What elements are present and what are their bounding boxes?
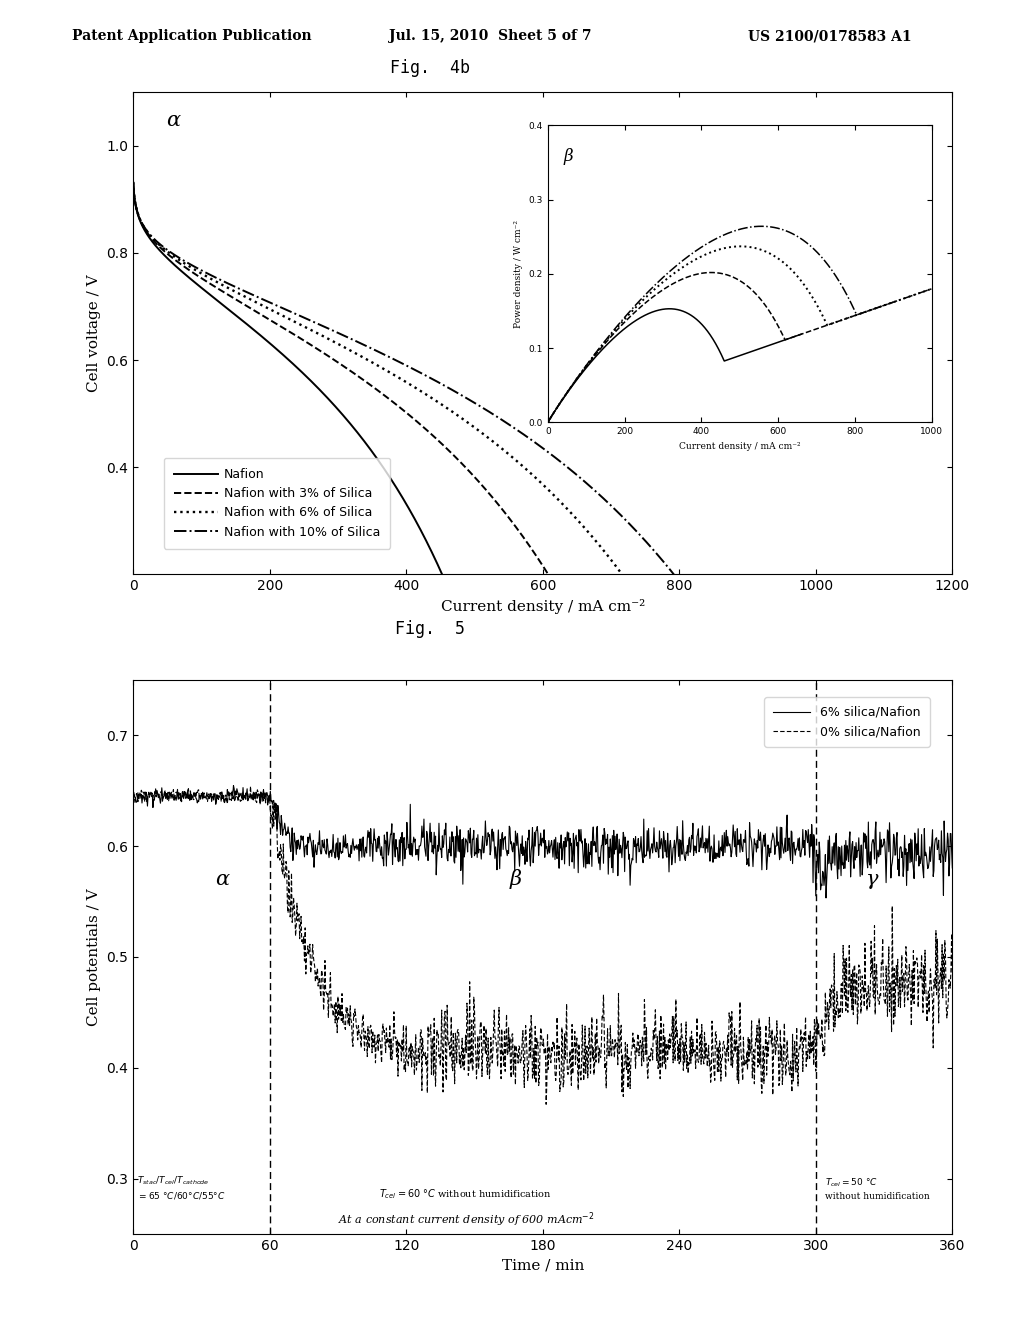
0% silica/Nafion bbox=[314, 989, 327, 1005]
6% silica/Nafion bbox=[127, 788, 139, 804]
6% silica/Nafion bbox=[946, 861, 958, 876]
Line: 0% silica/Nafion: 0% silica/Nafion bbox=[133, 787, 952, 1105]
0% silica/Nafion bbox=[540, 1097, 552, 1113]
Line: Nafion with 6% of Silica: Nafion with 6% of Silica bbox=[133, 182, 857, 585]
Nafion bbox=[568, 577, 581, 593]
Line: 6% silica/Nafion: 6% silica/Nafion bbox=[133, 785, 952, 898]
Text: $T_{cel}= 50\ °C$
without humidification: $T_{cel}= 50\ °C$ without humidification bbox=[825, 1176, 930, 1201]
0% silica/Nafion bbox=[398, 1056, 411, 1072]
X-axis label: Time / min: Time / min bbox=[502, 1258, 584, 1272]
Text: β: β bbox=[510, 869, 522, 888]
Text: γ: γ bbox=[866, 870, 879, 888]
Nafion with 6% of Silica bbox=[253, 296, 265, 312]
Text: α: α bbox=[215, 870, 229, 888]
Nafion with 3% of Silica bbox=[664, 577, 676, 593]
Nafion with 3% of Silica bbox=[197, 272, 209, 288]
Y-axis label: Cell potentials / V: Cell potentials / V bbox=[87, 888, 100, 1026]
0% silica/Nafion bbox=[672, 1052, 684, 1068]
Nafion with 3% of Silica bbox=[362, 376, 375, 392]
Nafion with 6% of Silica bbox=[759, 577, 771, 593]
Nafion with 6% of Silica bbox=[837, 577, 849, 593]
Text: At a constant current density of 600 mAcm$^{-2}$: At a constant current density of 600 mAc… bbox=[338, 1210, 595, 1229]
6% silica/Nafion bbox=[227, 777, 240, 793]
Nafion with 10% of Silica bbox=[465, 393, 477, 409]
Nafion with 10% of Silica bbox=[903, 577, 915, 593]
Legend: Nafion, Nafion with 3% of Silica, Nafion with 6% of Silica, Nafion with 10% of S: Nafion, Nafion with 3% of Silica, Nafion… bbox=[164, 458, 390, 549]
0% silica/Nafion bbox=[946, 968, 958, 983]
0% silica/Nafion bbox=[386, 1052, 398, 1068]
Y-axis label: Cell voltage / V: Cell voltage / V bbox=[87, 275, 100, 392]
Text: Patent Application Publication: Patent Application Publication bbox=[72, 29, 311, 44]
Nafion with 3% of Silica bbox=[233, 294, 246, 310]
Nafion with 6% of Silica bbox=[436, 397, 449, 413]
Nafion bbox=[440, 577, 453, 593]
0% silica/Nafion bbox=[127, 787, 139, 803]
Nafion with 3% of Silica bbox=[127, 174, 139, 190]
Text: Fig.  4b: Fig. 4b bbox=[390, 59, 470, 78]
Nafion with 6% of Silica bbox=[624, 577, 636, 593]
Nafion with 10% of Silica bbox=[919, 577, 931, 593]
Text: $T_{cel}= 60\ °C$ without humidification: $T_{cel}= 60\ °C$ without humidification bbox=[379, 1187, 551, 1201]
6% silica/Nafion bbox=[671, 818, 683, 834]
0% silica/Nafion bbox=[642, 1049, 654, 1065]
6% silica/Nafion bbox=[386, 816, 398, 832]
Line: Nafion with 3% of Silica: Nafion with 3% of Silica bbox=[133, 182, 748, 585]
Nafion with 3% of Silica bbox=[741, 577, 754, 593]
6% silica/Nafion bbox=[756, 862, 768, 878]
Text: $T_{stac}/T_{cel}/T_{cathode}$
$= 65\ °C/ 60°C/ 55°C$: $T_{stac}/T_{cel}/T_{cathode}$ $= 65\ °C… bbox=[137, 1173, 226, 1201]
6% silica/Nafion bbox=[398, 851, 411, 867]
Text: α: α bbox=[166, 111, 180, 131]
0% silica/Nafion bbox=[757, 1063, 769, 1078]
Line: Nafion: Nafion bbox=[133, 182, 584, 585]
6% silica/Nafion bbox=[820, 890, 833, 906]
Nafion with 6% of Silica bbox=[404, 378, 417, 393]
Nafion bbox=[319, 388, 332, 404]
Nafion with 3% of Silica bbox=[389, 396, 401, 412]
6% silica/Nafion bbox=[642, 843, 654, 859]
Nafion with 6% of Silica bbox=[127, 174, 139, 190]
Nafion bbox=[178, 265, 190, 281]
Nafion bbox=[205, 288, 217, 304]
0% silica/Nafion bbox=[245, 779, 257, 795]
Legend: 6% silica/Nafion, 0% silica/Nafion: 6% silica/Nafion, 0% silica/Nafion bbox=[764, 697, 930, 747]
Nafion with 6% of Silica bbox=[210, 273, 222, 289]
Text: US 2100/0178583 A1: US 2100/0178583 A1 bbox=[748, 29, 911, 44]
Nafion with 10% of Silica bbox=[431, 374, 443, 389]
Nafion with 10% of Silica bbox=[676, 577, 688, 593]
Text: Fig.  5: Fig. 5 bbox=[395, 620, 465, 639]
Nafion with 6% of Silica bbox=[851, 577, 863, 593]
Nafion with 3% of Silica bbox=[729, 577, 741, 593]
Nafion bbox=[578, 577, 590, 593]
X-axis label: Current density / mA cm⁻²: Current density / mA cm⁻² bbox=[440, 598, 645, 614]
Nafion with 10% of Silica bbox=[264, 294, 276, 310]
6% silica/Nafion bbox=[314, 846, 327, 862]
X-axis label: Current density / mA cm⁻²: Current density / mA cm⁻² bbox=[679, 442, 801, 451]
Nafion bbox=[300, 368, 312, 384]
Nafion with 3% of Silica bbox=[549, 577, 561, 593]
Text: Jul. 15, 2010  Sheet 5 of 7: Jul. 15, 2010 Sheet 5 of 7 bbox=[389, 29, 592, 44]
Nafion with 10% of Silica bbox=[818, 577, 830, 593]
Nafion bbox=[520, 577, 532, 593]
Nafion with 10% of Silica bbox=[127, 174, 139, 190]
Nafion with 10% of Silica bbox=[217, 273, 229, 289]
Line: Nafion with 10% of Silica: Nafion with 10% of Silica bbox=[133, 182, 925, 585]
Nafion bbox=[127, 174, 139, 190]
Text: β: β bbox=[563, 148, 572, 165]
Y-axis label: Power density / W cm⁻²: Power density / W cm⁻² bbox=[514, 220, 523, 327]
